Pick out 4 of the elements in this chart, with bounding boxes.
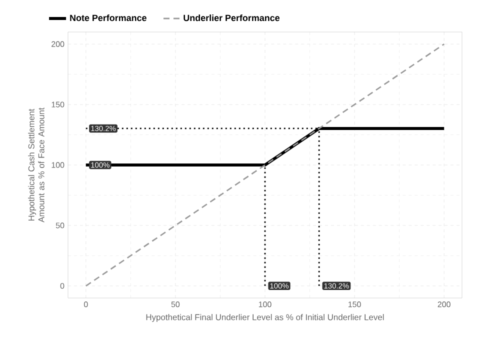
y-axis-title: Hypothetical Cash Settlement Amount as % of Face Amount: [28, 108, 44, 222]
legend-label: Underlier Performance: [184, 14, 280, 22]
x-axis-title: Hypothetical Final Underlier Level as % of Initial Underlier Level: [146, 314, 384, 322]
legend-label: Note Performance: [70, 14, 146, 22]
